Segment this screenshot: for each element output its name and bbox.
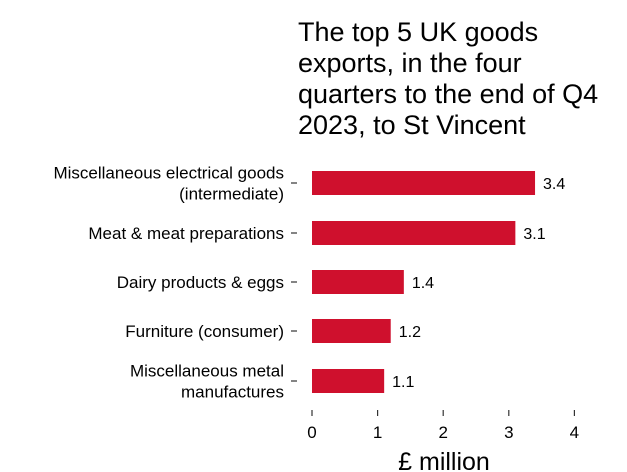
x-axis: 0 1 2 3 4	[307, 410, 579, 442]
chart-title-line: exports, in the four	[298, 48, 522, 78]
category-label: Miscellaneous electrical goods	[53, 164, 284, 183]
y-axis: Miscellaneous electrical goods (intermedi…	[53, 164, 297, 402]
category-label: manufactures	[181, 383, 284, 402]
bar	[312, 369, 385, 393]
bar	[312, 221, 516, 245]
bars: 3.4 3.1 1.4 1.2 1.1	[312, 171, 565, 393]
bar	[312, 171, 536, 195]
category-label: Meat & meat preparations	[88, 224, 284, 243]
data-label: 3.1	[523, 226, 545, 243]
data-label: 3.4	[543, 176, 565, 193]
x-axis-title: £ million	[398, 448, 490, 472]
category-label: Dairy products & eggs	[117, 273, 284, 292]
x-tick-label: 2	[438, 423, 447, 442]
chart-title-line: quarters to the end of Q4	[298, 79, 598, 109]
x-tick-label: 0	[307, 423, 316, 442]
data-label: 1.2	[399, 324, 421, 341]
category-label: Miscellaneous metal	[130, 362, 284, 381]
data-label: 1.4	[412, 275, 434, 292]
chart-title-line: The top 5 UK goods	[298, 17, 538, 47]
bar	[312, 319, 391, 343]
bar	[312, 270, 404, 294]
x-tick-label: 1	[373, 423, 382, 442]
category-label: Furniture (consumer)	[125, 322, 284, 341]
category-label: (intermediate)	[179, 185, 284, 204]
chart-title-line: 2023, to St Vincent	[298, 110, 526, 140]
data-label: 1.1	[392, 374, 414, 391]
x-tick-label: 4	[570, 423, 579, 442]
x-tick-label: 3	[504, 423, 513, 442]
